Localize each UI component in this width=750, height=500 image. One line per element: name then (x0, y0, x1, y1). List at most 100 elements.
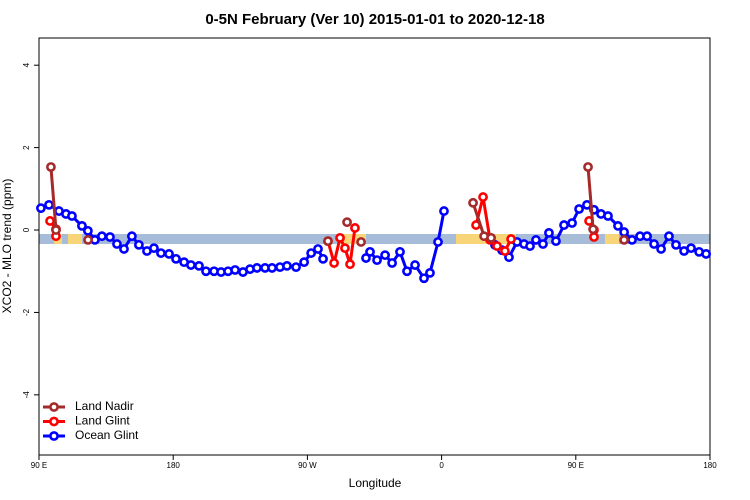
data-point (267, 263, 277, 273)
legend-marker (49, 402, 59, 412)
data-point (77, 220, 87, 231)
data-point (551, 236, 561, 247)
legend-marker (49, 431, 59, 441)
x-tick-label: 180 (703, 461, 717, 470)
x-tick-label: 180 (167, 461, 181, 470)
data-point (433, 237, 443, 247)
land-band (605, 234, 619, 244)
series-line (51, 167, 624, 240)
data-point (313, 244, 323, 254)
data-point (627, 235, 637, 245)
data-point (252, 263, 262, 273)
data-point (582, 199, 592, 210)
data-point (306, 248, 317, 258)
legend-label: Land Glint (75, 414, 130, 428)
series (36, 199, 712, 284)
data-point (380, 250, 390, 261)
data-point (588, 224, 598, 235)
land-band (68, 234, 82, 244)
data-point (500, 246, 510, 256)
data-point (559, 220, 569, 230)
data-point (486, 232, 497, 243)
data-point (335, 232, 345, 243)
data-point (589, 232, 599, 242)
data-point (402, 266, 412, 277)
data-point (186, 260, 196, 270)
data-point (506, 234, 516, 244)
data-point (345, 259, 355, 270)
data-point (478, 192, 488, 202)
data-point (619, 227, 630, 237)
y-tick-label: 2 (22, 145, 31, 150)
data-point (134, 239, 144, 250)
data-point (372, 255, 382, 265)
data-point (701, 249, 712, 259)
data-point (46, 162, 56, 172)
plot-frame (38, 37, 711, 456)
data-point (603, 211, 613, 221)
data-point (340, 243, 350, 254)
data-point (164, 249, 174, 259)
data-point (525, 241, 535, 251)
data-point (671, 239, 681, 250)
legend-label: Land Nadir (75, 399, 134, 413)
data-point (156, 248, 166, 258)
data-point (642, 231, 652, 242)
x-axis-label: Longitude (349, 476, 402, 490)
data-point (230, 265, 240, 275)
series (46, 162, 630, 247)
data-point (589, 204, 599, 215)
data-point (105, 232, 115, 242)
data-point (51, 225, 61, 235)
data-point (567, 218, 577, 228)
x-tick-label: 0 (439, 461, 444, 470)
legend-label: Ocean Glint (75, 428, 139, 442)
data-point (656, 244, 666, 254)
y-tick-label: -4 (22, 391, 31, 399)
data-point (171, 253, 181, 264)
data-point (387, 258, 397, 268)
y-tick-label: 0 (22, 227, 31, 232)
data-point (83, 235, 93, 245)
y-tick-label: -2 (22, 308, 31, 316)
data-point (342, 217, 352, 228)
data-point (282, 260, 292, 271)
data-point (45, 216, 55, 226)
data-point (538, 239, 548, 249)
data-point (112, 239, 122, 249)
data-point (126, 231, 137, 242)
data-point (613, 220, 623, 231)
data-point (425, 267, 435, 278)
data-point (299, 257, 310, 268)
data-point (619, 235, 630, 245)
ocean-band (39, 234, 710, 244)
y-axis-label: XCO2 - MLO trend (ppm) (0, 179, 14, 314)
data-point (492, 241, 502, 251)
data-point (649, 239, 659, 249)
data-point (356, 237, 366, 247)
data-point (201, 266, 211, 277)
data-point (36, 203, 46, 214)
data-point (583, 162, 593, 172)
data-point (44, 199, 54, 210)
data-point (395, 246, 405, 257)
x-tick-label: 90 E (31, 461, 47, 470)
x-tick-label: 90 W (298, 461, 317, 470)
data-point (83, 225, 93, 236)
data-point (194, 260, 204, 271)
data-point (471, 220, 481, 230)
data-point (318, 253, 328, 264)
data-point (574, 204, 584, 214)
data-point (97, 231, 107, 242)
data-point (664, 231, 674, 242)
data-point (468, 197, 478, 208)
data-point (119, 244, 129, 254)
data-point (67, 211, 77, 221)
data-point (686, 243, 696, 254)
data-point (531, 235, 541, 245)
data-point (291, 262, 301, 273)
data-point (439, 206, 449, 216)
data-point (419, 273, 429, 284)
